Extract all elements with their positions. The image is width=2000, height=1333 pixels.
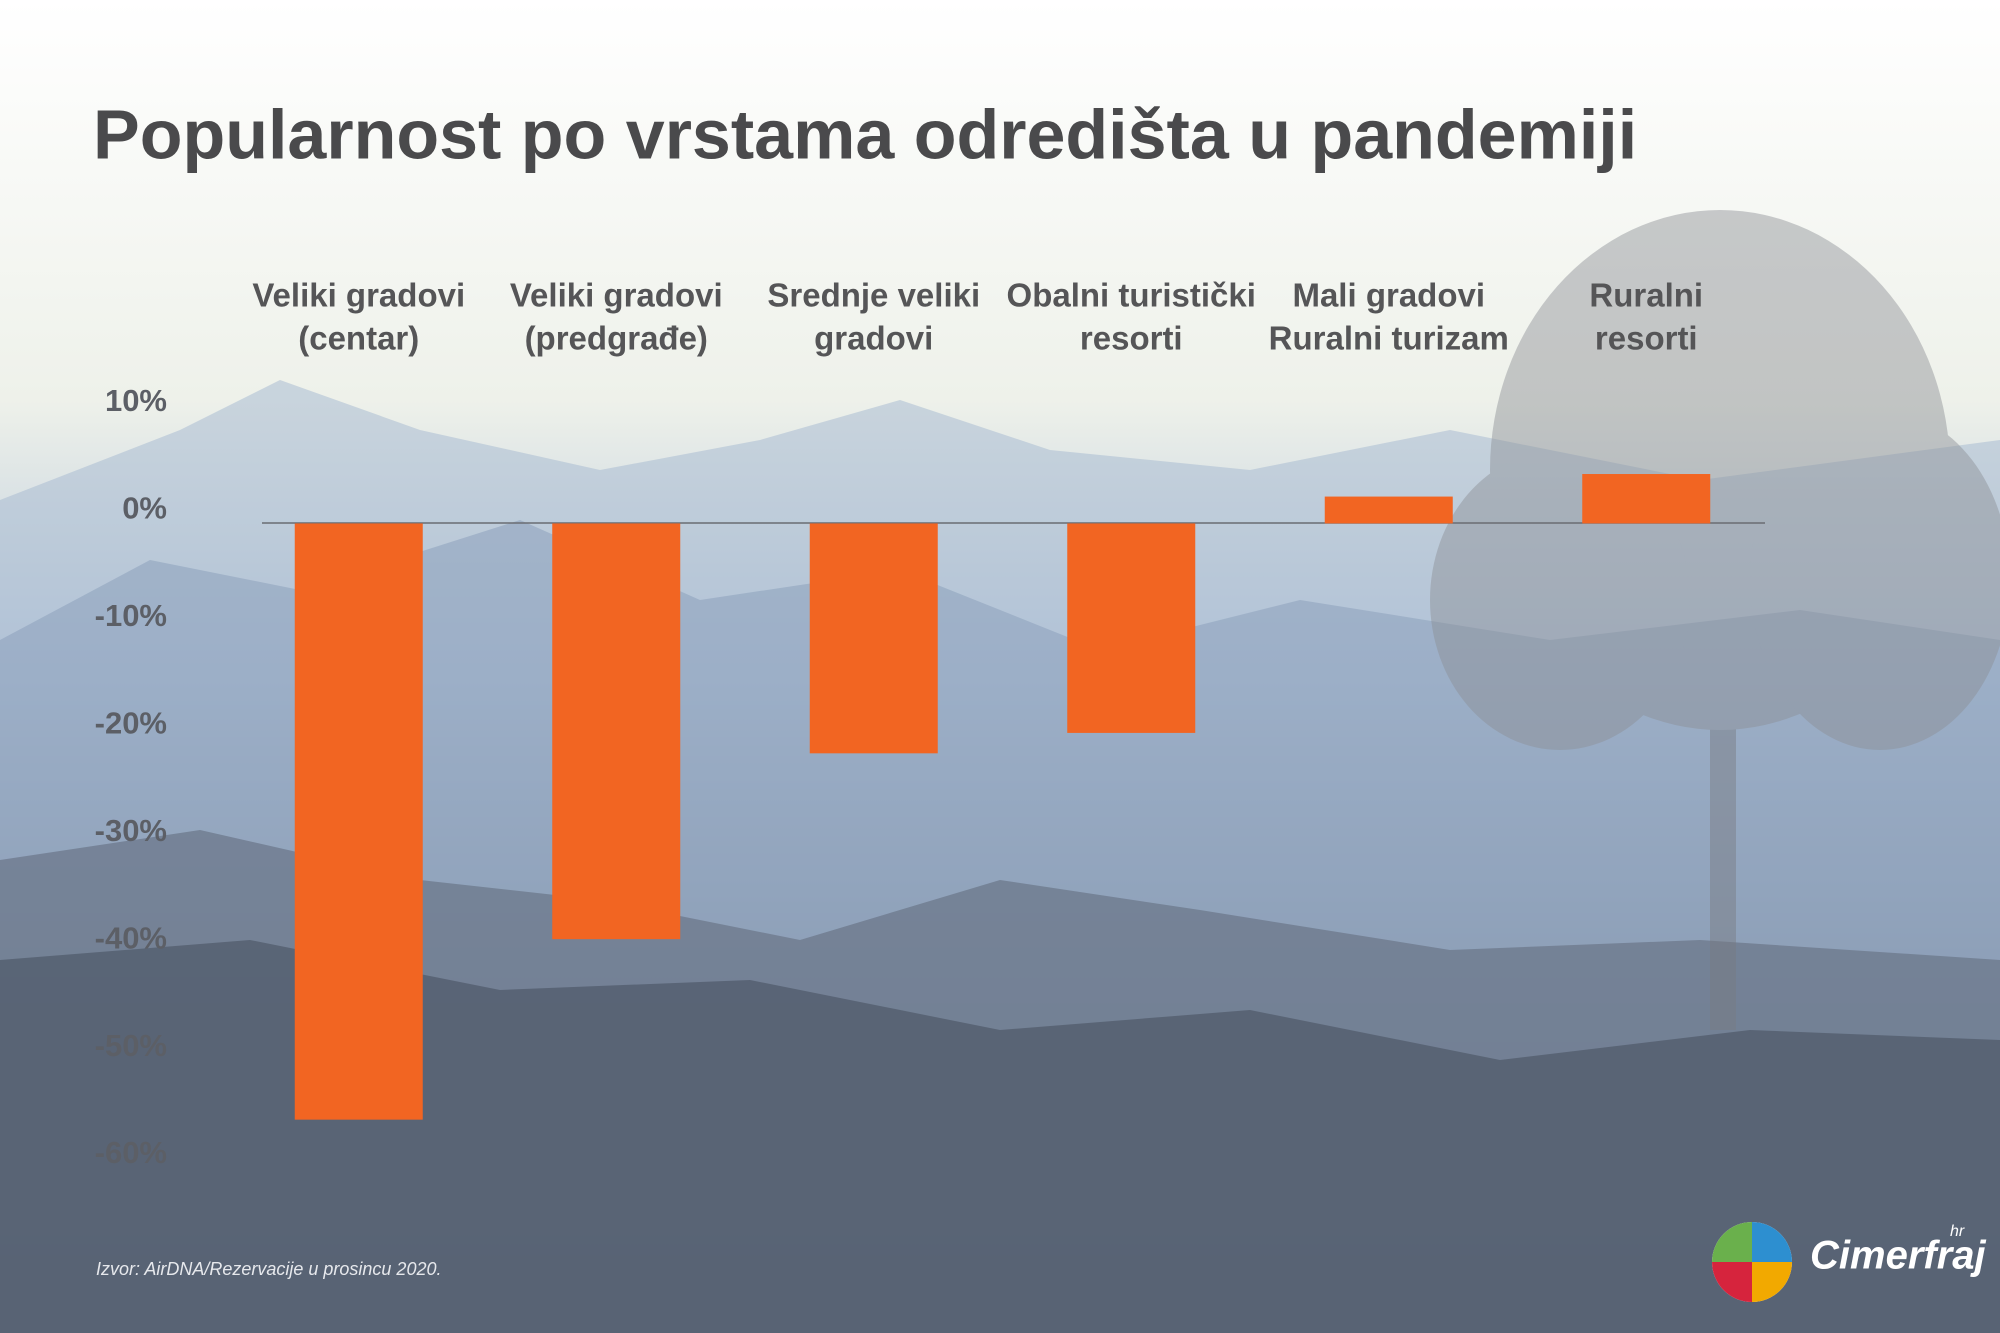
x-category-label: (centar) xyxy=(298,320,419,357)
y-tick-label: -40% xyxy=(95,920,167,955)
bar xyxy=(294,523,423,1120)
y-tick-label: -60% xyxy=(95,1135,167,1170)
logo-icon xyxy=(1752,1222,1792,1262)
x-category-label: Veliki gradovi xyxy=(252,277,465,314)
x-category-label: Mali gradovi xyxy=(1292,277,1485,314)
x-category-label: Veliki gradovi xyxy=(510,277,723,314)
chart-title: Popularnost po vrstama odredišta u pande… xyxy=(93,95,1637,173)
bar xyxy=(1582,474,1711,524)
y-tick-label: -10% xyxy=(95,598,167,633)
bar xyxy=(809,523,938,754)
logo-icon xyxy=(1712,1222,1752,1262)
x-category-label: Ruralni xyxy=(1589,277,1703,314)
y-tick-label: -20% xyxy=(95,705,167,740)
logo: Cimerfraj hr xyxy=(1712,1222,1987,1302)
x-category-label: Obalni turistički xyxy=(1007,277,1256,314)
y-tick-label: 10% xyxy=(105,383,167,418)
tree xyxy=(1430,210,2000,1030)
mountain xyxy=(0,940,2000,1333)
y-tick-label: 0% xyxy=(122,491,167,526)
x-category-label: gradovi xyxy=(814,320,933,357)
bar xyxy=(552,523,681,940)
x-category-label: Srednje veliki xyxy=(767,277,980,314)
x-category-label: resorti xyxy=(1595,320,1698,357)
x-category-label: Ruralni turizam xyxy=(1269,320,1509,357)
logo-text: Cimerfraj xyxy=(1810,1234,1987,1278)
logo-icon xyxy=(1712,1262,1752,1302)
bar xyxy=(1067,523,1196,733)
y-tick-label: -50% xyxy=(95,1028,167,1063)
bar xyxy=(1324,496,1453,524)
logo-icon xyxy=(1752,1262,1792,1302)
source: Izvor: AirDNA/Rezervacije u prosincu 202… xyxy=(96,1259,441,1279)
x-category-label: resorti xyxy=(1080,320,1183,357)
logo-suffix: hr xyxy=(1950,1223,1965,1240)
y-tick-label: -30% xyxy=(95,813,167,848)
x-category-label: (predgrađe) xyxy=(525,320,708,357)
